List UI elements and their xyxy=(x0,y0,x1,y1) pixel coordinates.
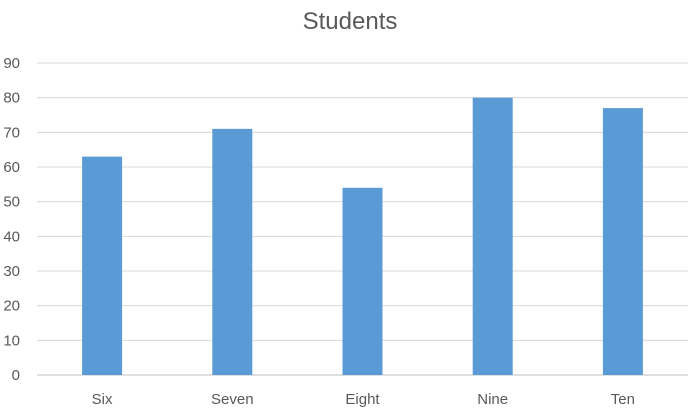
chart-title: Students xyxy=(302,8,398,35)
y-axis: 0 10 20 30 40 50 60 70 80 90 xyxy=(3,55,20,384)
x-axis: Six Seven Eight Nine Ten xyxy=(92,391,635,408)
y-tick-label: 0 xyxy=(12,367,20,384)
y-tick-label: 60 xyxy=(3,159,20,176)
y-tick-label: 70 xyxy=(3,124,20,141)
y-tick-label: 10 xyxy=(3,332,20,349)
y-tick-label: 50 xyxy=(3,194,20,211)
bar-seven xyxy=(212,128,253,375)
bar-six xyxy=(82,156,123,375)
x-tick-label: Eight xyxy=(345,391,380,408)
y-tick-label: 30 xyxy=(3,263,20,280)
y-tick-label: 40 xyxy=(3,228,20,245)
y-tick-label: 90 xyxy=(3,55,20,72)
x-tick-label: Six xyxy=(92,391,113,408)
x-tick-label: Seven xyxy=(211,391,254,408)
x-tick-label: Ten xyxy=(611,391,635,408)
bar-nine xyxy=(472,97,513,376)
y-tick-label: 80 xyxy=(3,90,20,107)
bars xyxy=(82,97,643,376)
x-tick-label: Nine xyxy=(477,391,508,408)
y-tick-label: 20 xyxy=(3,298,20,315)
bar-ten xyxy=(602,108,643,376)
bar-eight xyxy=(342,187,383,375)
